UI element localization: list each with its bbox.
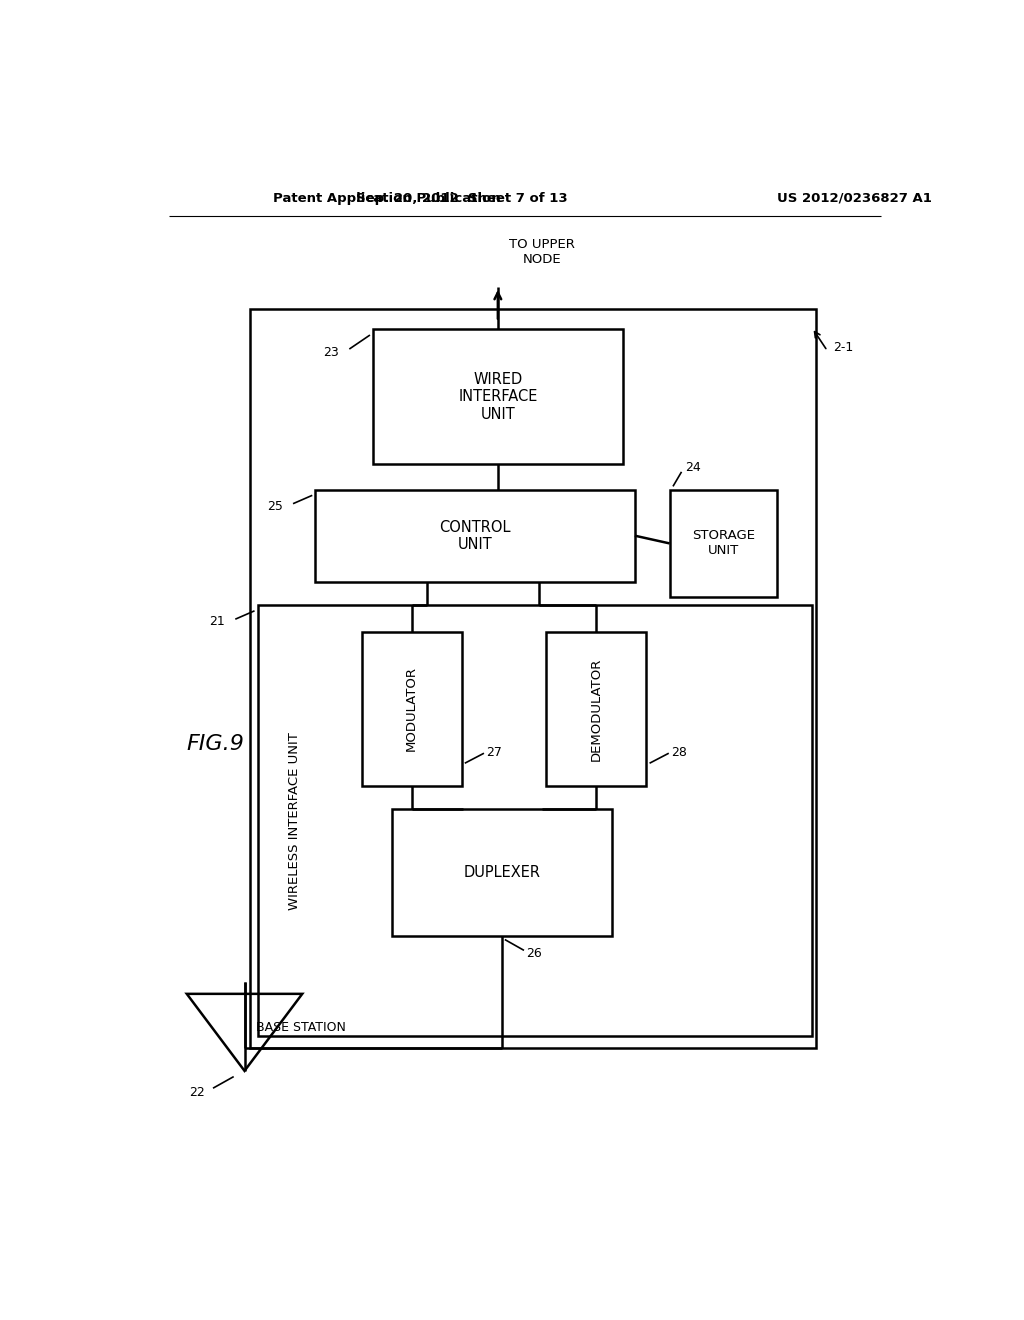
Text: CONTROL
UNIT: CONTROL UNIT xyxy=(439,520,511,552)
Bar xyxy=(258,605,812,1036)
Text: 2-1: 2-1 xyxy=(834,341,854,354)
Text: 24: 24 xyxy=(685,462,700,474)
Text: WIRELESS INTERFACE UNIT: WIRELESS INTERFACE UNIT xyxy=(288,731,301,909)
Text: DEMODULATOR: DEMODULATOR xyxy=(590,657,603,760)
Bar xyxy=(547,632,646,785)
Bar xyxy=(315,490,635,582)
Text: Patent Application Publication: Patent Application Publication xyxy=(273,191,501,205)
Text: 21: 21 xyxy=(210,615,225,628)
Text: DUPLEXER: DUPLEXER xyxy=(464,865,541,880)
Text: TO UPPER
NODE: TO UPPER NODE xyxy=(509,239,575,267)
Text: 27: 27 xyxy=(486,746,502,759)
Text: 26: 26 xyxy=(526,946,542,960)
Bar xyxy=(392,809,611,936)
Text: 25: 25 xyxy=(267,500,283,513)
Text: BASE STATION: BASE STATION xyxy=(256,1020,346,1034)
Bar xyxy=(250,309,816,1048)
Bar xyxy=(373,330,624,465)
Text: WIRED
INTERFACE
UNIT: WIRED INTERFACE UNIT xyxy=(459,372,538,421)
Bar xyxy=(361,632,462,785)
Text: 23: 23 xyxy=(323,346,339,359)
Text: US 2012/0236827 A1: US 2012/0236827 A1 xyxy=(777,191,932,205)
Text: Sep. 20, 2012  Sheet 7 of 13: Sep. 20, 2012 Sheet 7 of 13 xyxy=(356,191,567,205)
Text: STORAGE
UNIT: STORAGE UNIT xyxy=(692,529,755,557)
Text: FIG.9: FIG.9 xyxy=(186,734,244,754)
Bar xyxy=(670,490,777,597)
Text: MODULATOR: MODULATOR xyxy=(406,667,418,751)
Text: 22: 22 xyxy=(188,1086,205,1100)
Text: 28: 28 xyxy=(671,746,687,759)
